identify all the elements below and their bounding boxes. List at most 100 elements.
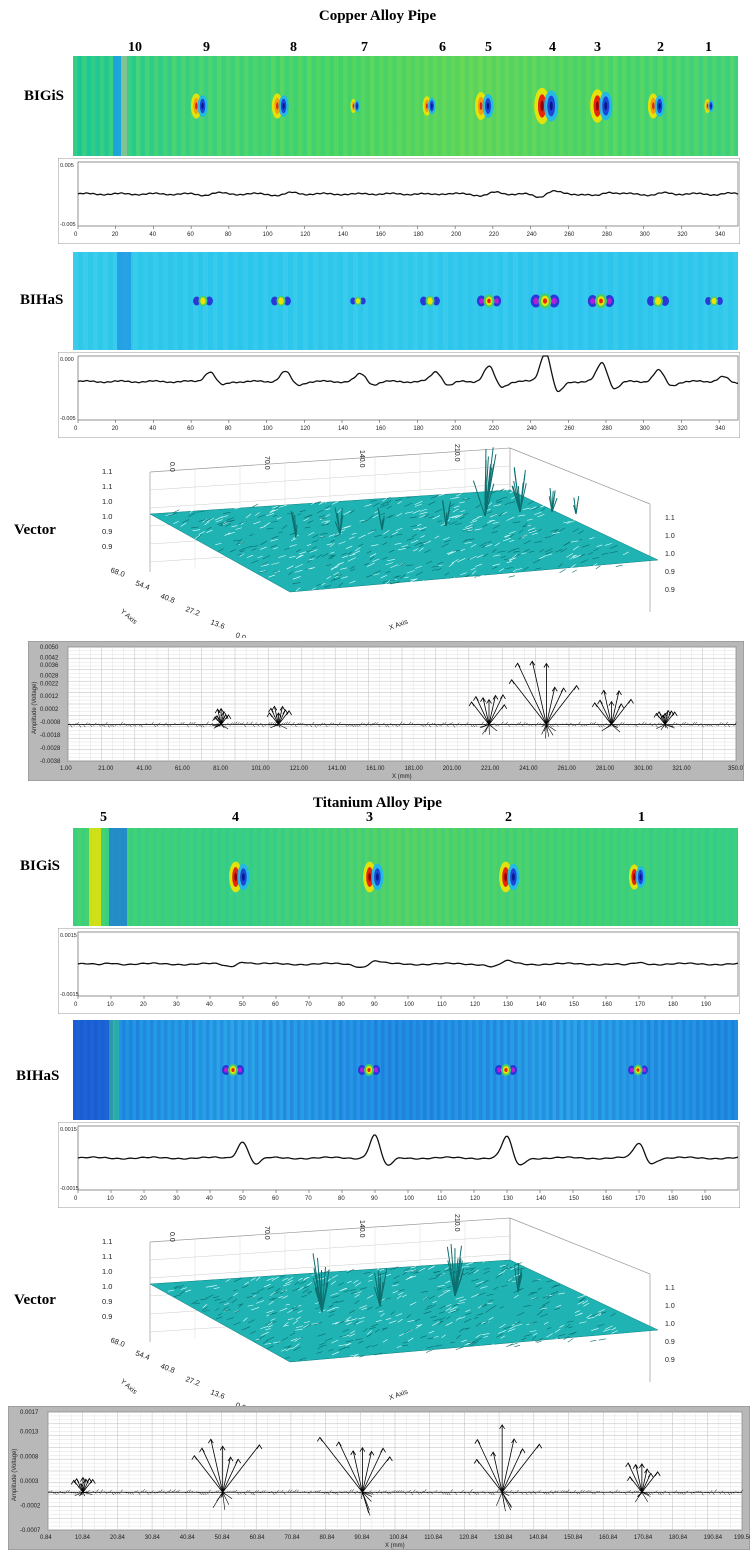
surface-texture <box>304 526 311 529</box>
noise-vector <box>380 724 383 726</box>
vector-arrow <box>627 1462 643 1493</box>
arrow-head <box>271 705 278 711</box>
surface-texture <box>546 1279 554 1283</box>
surface-texture <box>568 1332 577 1335</box>
heatmap-stripe <box>423 1020 427 1120</box>
noise-vector <box>272 722 275 725</box>
defect-number: 3 <box>594 40 601 55</box>
surface-texture <box>283 1283 291 1287</box>
vector-arrow <box>82 1491 93 1495</box>
noise-vector <box>338 1491 341 1493</box>
arrow-head <box>89 1478 96 1484</box>
arrow-head <box>207 1438 214 1444</box>
surface-texture <box>349 1354 358 1357</box>
surface-texture <box>379 504 385 509</box>
noise-vector <box>628 1489 631 1493</box>
arrow-head <box>500 694 506 700</box>
surface-texture <box>362 1328 368 1333</box>
surface-texture <box>326 543 332 546</box>
vector-arrow <box>531 661 547 725</box>
surface-texture <box>531 506 540 511</box>
surface-texture <box>566 1320 574 1323</box>
surface-texture <box>554 1284 561 1288</box>
arrow-head <box>317 1436 323 1442</box>
surface-texture <box>414 1318 421 1322</box>
surface-texture <box>420 1335 427 1339</box>
surface-texture <box>390 1311 395 1315</box>
noise-vector <box>411 722 414 725</box>
surface-texture <box>172 509 180 514</box>
noise-vector <box>230 722 233 725</box>
vector-arrow <box>501 1492 512 1507</box>
surface-texture <box>264 1342 272 1345</box>
surface-texture <box>558 527 566 532</box>
x-tick-label: 50 <box>239 1002 246 1008</box>
surface-texture <box>350 568 356 572</box>
defect-blob <box>486 102 490 110</box>
arrow-head <box>218 707 224 713</box>
surface-texture <box>352 550 361 555</box>
heatmap-stripe <box>612 1020 616 1120</box>
surface-texture <box>206 529 213 533</box>
x-tick-label: 180 <box>413 232 424 238</box>
noise-vector <box>703 724 706 726</box>
surface-texture <box>465 574 471 577</box>
heatmap-stripe <box>703 1020 707 1120</box>
defect-blob <box>374 1067 378 1073</box>
surface-texture <box>439 1272 445 1277</box>
surface-texture <box>424 549 432 554</box>
x-tick-label: 121.00 <box>290 766 309 772</box>
y-tick-label: 0.000 <box>60 357 74 363</box>
surface-texture <box>539 1313 548 1318</box>
x-tick-label: 80 <box>338 1196 345 1202</box>
surface-texture <box>598 1338 606 1341</box>
defect-blob <box>711 297 717 305</box>
vector-arrow <box>221 1492 223 1498</box>
heatmap-stripe <box>105 828 109 926</box>
surface-texture <box>517 1323 523 1327</box>
noise-vector <box>564 1490 568 1493</box>
surface-texture <box>358 534 366 539</box>
defect-blob <box>271 296 279 306</box>
heatmap-stripe <box>100 56 105 156</box>
surface-texture <box>402 1344 409 1347</box>
heatmap-stripe <box>373 252 378 350</box>
x-tick-label: 100 <box>404 1196 415 1202</box>
noise-vector <box>395 724 398 728</box>
vector-arrow <box>362 1492 371 1516</box>
surface-texture <box>364 563 369 566</box>
arrow-head <box>536 1443 543 1449</box>
surface-texture <box>318 515 325 518</box>
noise-vector <box>208 724 211 726</box>
surface-texture <box>589 537 595 540</box>
vector-arrow <box>212 724 222 726</box>
x-tick-label: 321.00 <box>672 766 691 772</box>
surface-texture <box>250 1330 256 1335</box>
surface-spike <box>549 487 553 513</box>
heatmap-stripe <box>313 828 317 926</box>
titanium-bigis-heatmap <box>73 828 738 926</box>
x-tick-label: 40 <box>206 1002 213 1008</box>
heatmap-stripe <box>605 1020 609 1120</box>
y-tick-label: 0.0 <box>234 630 247 638</box>
surface-texture <box>284 1357 291 1359</box>
surface-texture <box>406 546 411 549</box>
x-tick-label: 110.84 <box>424 1535 443 1541</box>
x-tick-label: 320 <box>677 426 688 432</box>
defect-blob <box>551 297 557 305</box>
noise-vector <box>404 1492 407 1495</box>
surface-texture <box>437 520 442 523</box>
heatmap-stripe <box>553 828 557 926</box>
surface-texture <box>432 1318 441 1322</box>
surface-texture <box>384 1297 391 1300</box>
surface-texture <box>523 540 532 545</box>
surface-texture <box>242 1317 248 1322</box>
surface-texture <box>350 1330 356 1334</box>
right-tick-label: 1.1 <box>665 515 675 522</box>
defect-number: 9 <box>203 40 210 55</box>
heatmap-stripe <box>281 828 285 926</box>
surface-texture <box>225 1279 231 1282</box>
surface-texture <box>462 1271 469 1276</box>
surface-texture <box>513 550 520 553</box>
heatmap-stripe <box>729 828 733 926</box>
